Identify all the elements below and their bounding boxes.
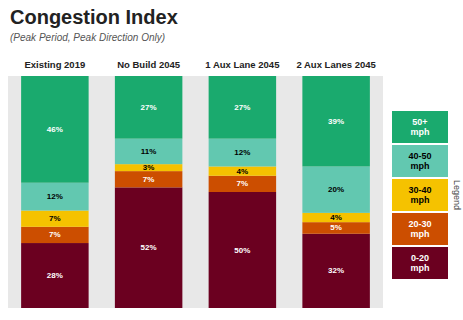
data-label: 12% [234,148,250,157]
bar-segment [209,192,277,308]
legend-label-line: 40-50 [408,151,431,161]
data-label: 27% [141,103,157,112]
bar-segment [302,76,370,166]
bar-segment [21,211,89,227]
bar-segment [302,234,370,308]
bar-segment [302,213,370,222]
category-label: 2 Aux Lanes 2045 [296,59,376,70]
legend-label: 0-20mph [411,253,430,273]
legend-label: 20-30mph [408,219,431,239]
bars [21,76,370,308]
bar-segment [115,187,183,308]
data-label: 7% [49,230,61,239]
legend-swatch [392,247,448,279]
legend-label-line: 20-30 [408,219,431,229]
data-label: 5% [330,223,342,232]
bar-segment [115,171,183,187]
data-label: 4% [330,213,342,222]
bar-segment [209,139,277,167]
category-label: Existing 2019 [25,59,86,70]
legend-label-line: mph [411,195,430,205]
bar-segment [302,222,370,234]
bar-segment [115,76,183,139]
legend-swatch [392,111,448,143]
legend-label-line: 0-20 [411,253,429,263]
legend-label-line: 30-40 [408,185,431,195]
subtitle: (Peak Period, Peak Direction Only) [10,32,165,43]
title: Congestion Index [10,6,178,28]
legend-swatch [392,145,448,177]
bar-segment [21,183,89,211]
legend-label-line: mph [411,161,430,171]
legend-label-line: mph [411,127,430,137]
data-labels: 28% 7% 7% 12% 46% 52% 7% 3% 11% 27% 50% 7% 4% 12% 27% 3… [47,103,344,280]
data-label: 39% [328,117,344,126]
data-label: 28% [47,271,63,280]
data-label: 52% [141,243,157,252]
legend-label: 30-40mph [408,185,431,205]
bar-segment [21,243,89,308]
bar-segment [209,76,277,139]
data-label: 11% [141,147,157,156]
legend: 50+mph40-50mph30-40mph20-30mph0-20mphLeg… [392,111,462,279]
data-label: 27% [234,103,250,112]
data-label: 3% [143,163,155,172]
category-label: No Build 2045 [117,59,181,70]
data-label: 32% [328,266,344,275]
legend-label: 50+mph [411,117,430,137]
legend-label-line: 50+ [412,117,427,127]
legend-label-line: mph [411,263,430,273]
data-label: 12% [47,192,63,201]
chart: Congestion Index (Peak Period, Peak Direc… [0,0,463,320]
data-label: 7% [237,179,249,188]
legend-label-line: mph [411,229,430,239]
category-label: 1 Aux Lane 2045 [205,59,280,70]
legend-title: Legend [452,180,462,210]
data-label: 4% [237,167,249,176]
legend-label: 40-50mph [408,151,431,171]
bar-segment [209,176,277,192]
legend-swatch [392,179,448,211]
plot-background [8,76,383,308]
bar-segment [209,166,277,175]
bar-segment [21,227,89,243]
bar-segment [115,139,183,165]
data-label: 50% [234,246,250,255]
data-label: 7% [49,214,61,223]
data-label: 7% [143,175,155,184]
bar-segment [21,76,89,183]
data-label: 20% [328,185,344,194]
bar-segment [302,166,370,212]
legend-swatch [392,213,448,245]
data-label: 46% [47,125,63,134]
